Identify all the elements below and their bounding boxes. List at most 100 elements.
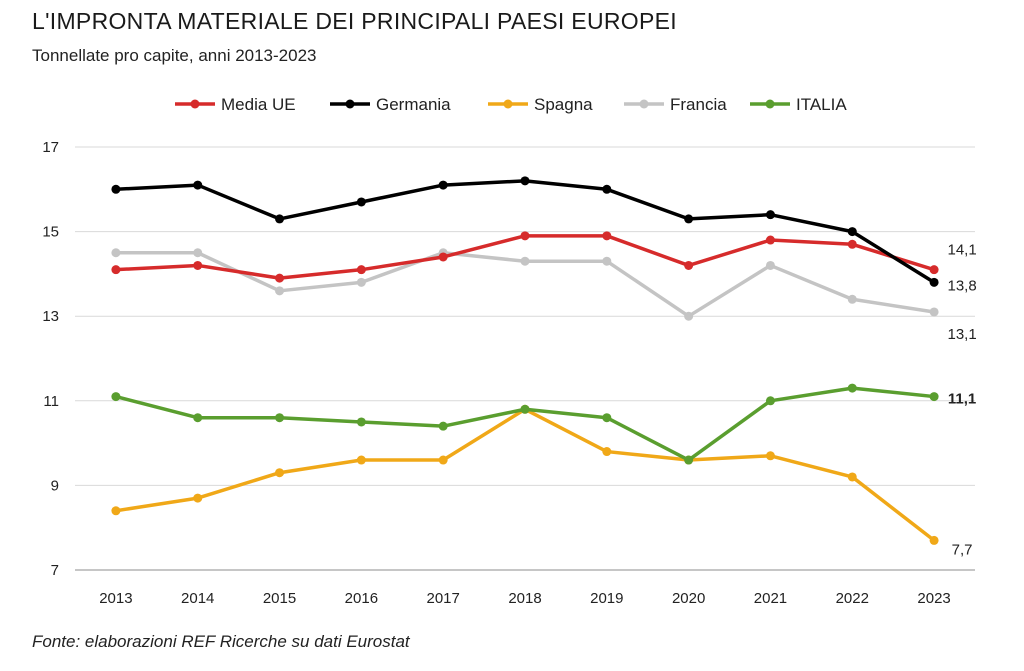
data-point [602,256,612,266]
data-point [111,506,121,516]
data-point [438,455,448,465]
y-tick-label: 11 [43,393,59,410]
legend-swatch-marker [765,99,775,109]
series-group [111,176,939,545]
data-point [765,260,775,270]
chart-title: L'IMPRONTA MATERIALE DEI PRINCIPALI PAES… [32,8,677,34]
y-tick-label: 13 [42,308,59,325]
data-point [929,307,939,317]
legend-item-germania: Germania [330,95,451,114]
data-point [520,256,530,266]
x-tick-label: 2013 [99,590,132,607]
data-point [356,277,366,287]
data-point [684,455,694,465]
data-point [765,210,775,220]
data-point [193,260,203,270]
data-point [275,286,285,296]
end-labels: 14,1 13,8 7,7 13,1 11,1 [947,242,976,559]
y-axis-ticks: 7 9 11 13 15 17 [42,139,59,579]
data-point [602,231,612,241]
series-spagna [111,404,939,545]
data-point [520,404,530,414]
gridlines [75,146,975,571]
data-point [356,265,366,275]
data-point [111,184,121,194]
legend-label: ITALIA [796,95,847,114]
legend-item-spagna: Spagna [488,95,593,114]
series-line [114,407,936,543]
data-point [684,311,694,321]
legend-swatch-marker [345,99,355,109]
data-point [111,392,121,402]
series-germania [111,176,939,287]
end-label-germania: 13,8 [947,277,976,294]
end-label-italia: 11,1 [948,391,976,408]
data-point [847,472,857,482]
data-point [602,413,612,423]
data-point [684,260,694,270]
chart-subtitle: Tonnellate pro capite, anni 2013-2023 [32,46,317,65]
data-point [275,413,285,423]
data-point [275,468,285,478]
legend-item-francia: Francia [624,95,727,114]
legend-swatch-marker [639,99,649,109]
data-point [356,197,366,207]
y-tick-label: 7 [51,562,59,579]
source-note: Fonte: elaborazioni REF Ricerche su dati… [32,632,410,651]
end-label-francia: 13,1 [947,326,976,343]
x-tick-label: 2020 [672,590,705,607]
data-point [847,383,857,393]
y-tick-label: 17 [42,139,59,156]
data-point [929,265,939,275]
legend-swatch-marker [503,99,513,109]
data-point [602,447,612,457]
data-point [356,417,366,427]
data-point [847,227,857,237]
data-point [275,273,285,283]
data-point [847,239,857,249]
data-point [929,535,939,545]
y-tick-label: 9 [51,477,59,494]
x-tick-label: 2022 [836,590,869,607]
data-point [765,451,775,461]
x-tick-label: 2018 [508,590,541,607]
x-tick-label: 2017 [426,590,459,607]
data-point [356,455,366,465]
data-point [684,214,694,224]
x-tick-label: 2016 [345,590,378,607]
legend-label: Germania [376,95,451,114]
data-point [193,413,203,423]
legend-item-italia: ITALIA [750,95,847,114]
data-point [438,252,448,262]
series-italia [111,383,939,465]
data-point [111,265,121,275]
data-point [193,493,203,503]
data-point [602,184,612,194]
data-point [765,396,775,406]
end-label-spagna: 7,7 [952,541,973,558]
data-point [438,421,448,431]
x-tick-label: 2023 [917,590,950,607]
series-line [114,386,936,462]
legend-label: Spagna [534,95,593,114]
x-tick-label: 2015 [263,590,296,607]
data-point [520,231,530,241]
end-label-media-ue: 14,1 [947,242,976,259]
data-point [275,214,285,224]
series-media-ue [111,231,939,283]
series-francia [111,248,939,321]
x-tick-label: 2021 [754,590,787,607]
data-point [929,277,939,287]
data-point [111,248,121,258]
data-point [438,180,448,190]
x-tick-label: 2014 [181,590,214,607]
data-point [929,392,939,402]
data-point [193,248,203,258]
data-point [520,176,530,186]
data-point [847,294,857,304]
legend-label: Francia [670,95,727,114]
data-point [193,180,203,190]
x-axis-ticks: 2013 2014 2015 2016 2017 2018 2019 2020 2021 2022… [99,590,951,607]
x-tick-label: 2019 [590,590,623,607]
